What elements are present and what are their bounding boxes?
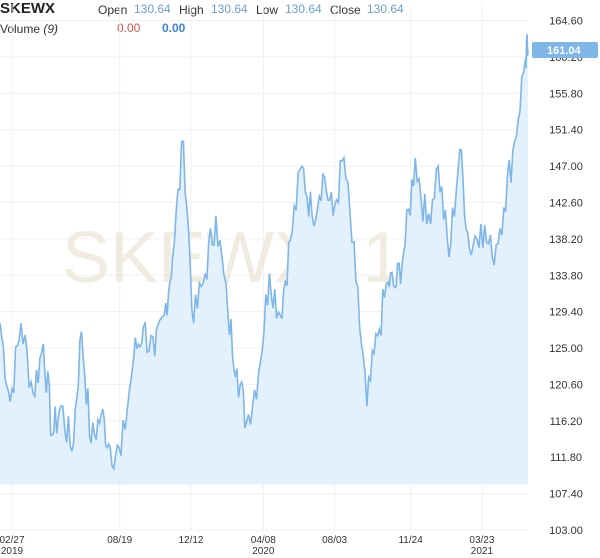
volume-value-down: 0.00 — [117, 21, 141, 35]
y-tick-label: 116.20 — [550, 416, 583, 428]
symbol-title: SKEWX — [0, 0, 56, 17]
last-price-tag-bg — [532, 41, 598, 58]
price-line — [0, 34, 529, 472]
x-tick-label: 03/23 — [469, 535, 494, 546]
close-value: 130.64 — [367, 2, 404, 16]
x-tick-label: 08/03 — [322, 535, 347, 546]
x-tick-label: 11/24 — [398, 535, 423, 546]
y-tick-label: 133.80 — [549, 270, 583, 282]
y-tick-label: 129.40 — [549, 307, 583, 319]
low-value: 130.64 — [285, 2, 322, 16]
y-tick-label: 107.40 — [549, 489, 583, 501]
x-tick-label: 04/08 — [251, 535, 276, 546]
close-label: Close — [330, 3, 361, 17]
volume-value-up: 0.00 — [162, 21, 186, 35]
x-tick-label: 02/27 — [0, 535, 25, 546]
volume-label: Volume (9) — [0, 22, 59, 36]
y-tick-label: 103.00 — [549, 525, 583, 537]
x-tick-label: 08/19 — [107, 535, 132, 546]
open-value: 130.64 — [134, 2, 171, 16]
y-tick-label: 151.40 — [549, 125, 583, 137]
x-tick-year: 2019 — [1, 546, 24, 557]
y-tick-label: 125.00 — [549, 343, 583, 355]
x-tick-year: 2020 — [252, 546, 275, 557]
y-axis: 164.60160.20155.80151.40147.00142.60138.… — [549, 16, 583, 537]
last-price-tag: 161.04 — [532, 41, 598, 58]
x-tick-label: 12/12 — [178, 535, 203, 546]
high-value: 130.64 — [211, 2, 248, 16]
y-tick-label: 142.60 — [549, 197, 583, 209]
y-tick-label: 138.20 — [549, 234, 583, 246]
y-tick-label: 120.60 — [549, 379, 583, 391]
last-price-tag-text: 161.04 — [547, 45, 582, 57]
x-tick-year: 2021 — [471, 546, 494, 557]
y-tick-label: 147.00 — [549, 161, 583, 173]
y-tick-label: 164.60 — [549, 16, 583, 28]
y-tick-label: 155.80 — [549, 88, 583, 100]
low-label: Low — [256, 3, 279, 17]
y-tick-label: 111.80 — [550, 452, 582, 464]
